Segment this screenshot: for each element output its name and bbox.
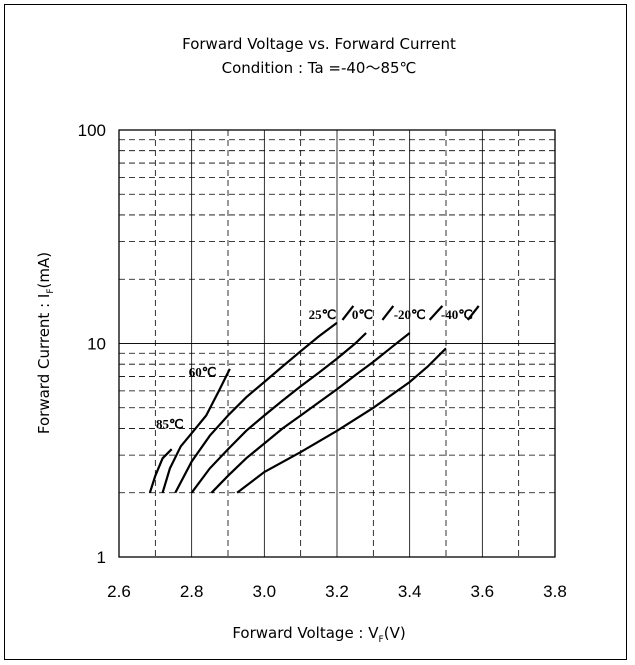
grid [118,129,556,558]
plot-border [118,129,556,558]
x-axis-label: Forward Voltage : VF(V) [232,624,405,645]
series-line [210,332,411,494]
series-line [190,332,367,494]
series-line-end [428,305,444,321]
series-line-end [341,305,355,321]
series-label: 85℃ [156,416,184,431]
series-line-end [466,305,480,321]
y-tick-label: 10 [87,335,106,354]
series-line [174,321,338,494]
chart-title: Forward Voltage vs. Forward Current [182,35,456,53]
series-label: 25℃ [309,307,337,322]
series-label: 60℃ [189,365,217,380]
series-labels: 85℃ 60℃ 25℃ 0℃ -20℃ -40℃ [156,307,473,431]
series-line-end [381,305,395,321]
tick-labels: 2.6 2.8 3.0 3.2 3.4 3.6 3.8 1 10 100 [78,121,567,601]
series-curves [148,305,480,494]
series-line [148,448,173,494]
x-tick-label: 3.0 [253,582,277,601]
series-label: 0℃ [352,307,373,322]
y-tick-label: 100 [78,121,106,140]
chart-frame [4,4,627,660]
series-line [236,347,447,494]
x-tick-label: 3.4 [398,582,422,601]
series-line [161,368,231,494]
x-tick-label: 2.6 [107,582,131,601]
x-tick-label: 2.8 [180,582,204,601]
chart-subtitle: Condition : Ta =-40～85℃ [222,59,417,77]
x-tick-label: 3.6 [471,582,495,601]
series-label: -40℃ [441,307,473,322]
x-tick-label: 3.2 [325,582,349,601]
y-tick-label: 1 [97,548,106,567]
x-tick-label: 3.8 [543,582,567,601]
y-axis-label: Forward Current : IF(mA) [35,252,56,434]
series-label: -20℃ [394,307,426,322]
